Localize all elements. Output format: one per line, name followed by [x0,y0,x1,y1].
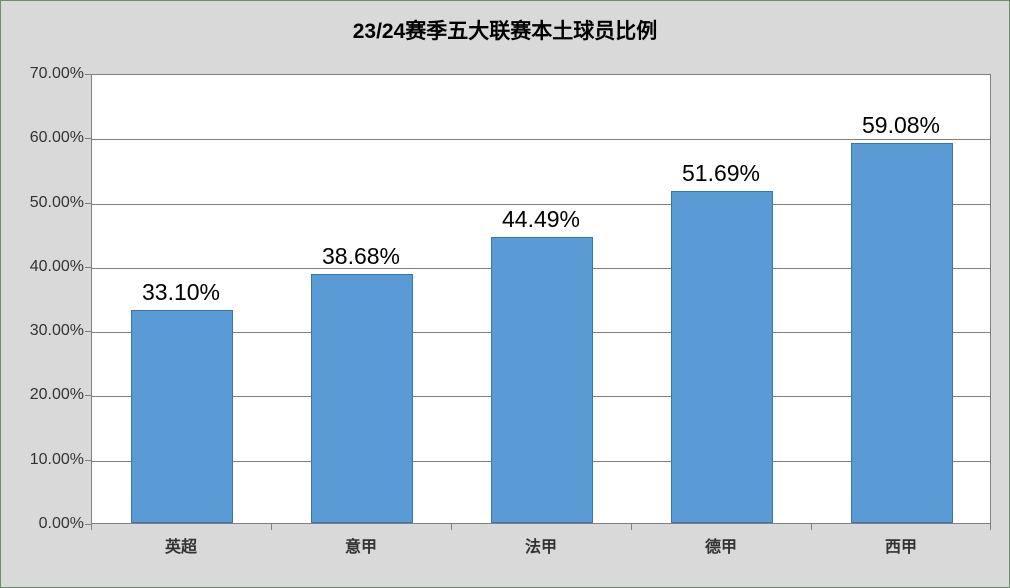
y-tick-label: 0.00% [14,515,84,533]
x-tick-mark [451,524,452,530]
y-tick-label: 30.00% [14,322,84,340]
chart-container: 23/24赛季五大联赛本土球员比例 0.00% 10.00% 20.00% 30.00… [0,0,1010,588]
x-tick-mark [990,524,991,530]
gridline [92,139,990,140]
bar-value-label: 51.69% [641,160,801,187]
bar-value-label: 38.68% [281,243,441,270]
x-tick-mark [271,524,272,530]
y-tick-mark [85,267,91,268]
x-tick-mark [811,524,812,530]
bar [491,237,594,523]
y-tick-label: 70.00% [14,65,84,83]
x-tick-label: 意甲 [301,533,421,557]
y-tick-label: 20.00% [14,386,84,404]
bar-value-label: 33.10% [101,279,261,306]
y-tick-mark [85,138,91,139]
y-tick-label: 50.00% [14,194,84,212]
x-tick-mark [631,524,632,530]
bar [851,143,954,523]
bar-value-label: 59.08% [821,112,981,139]
x-tick-label: 西甲 [841,533,961,557]
x-tick-label: 德甲 [661,533,781,557]
y-tick-label: 40.00% [14,258,84,276]
bar [311,274,414,523]
y-tick-label: 10.00% [14,451,84,469]
chart-title: 23/24赛季五大联赛本土球员比例 [1,15,1009,45]
y-tick-mark [85,460,91,461]
bar [131,310,234,523]
y-tick-label: 60.00% [14,129,84,147]
bar-value-label: 44.49% [461,206,621,233]
bar [671,191,774,523]
x-tick-label: 英超 [121,533,241,557]
y-tick-mark [85,331,91,332]
x-tick-mark [91,524,92,530]
x-tick-label: 法甲 [481,533,601,557]
y-tick-mark [85,74,91,75]
y-tick-mark [85,203,91,204]
y-tick-mark [85,395,91,396]
